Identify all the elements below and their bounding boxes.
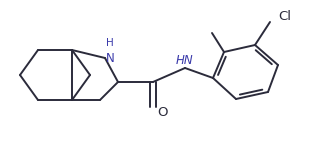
Text: Cl: Cl — [279, 11, 292, 24]
Text: N: N — [106, 52, 114, 65]
Text: O: O — [158, 106, 168, 120]
Text: H: H — [106, 38, 114, 48]
Text: HN: HN — [176, 53, 194, 66]
